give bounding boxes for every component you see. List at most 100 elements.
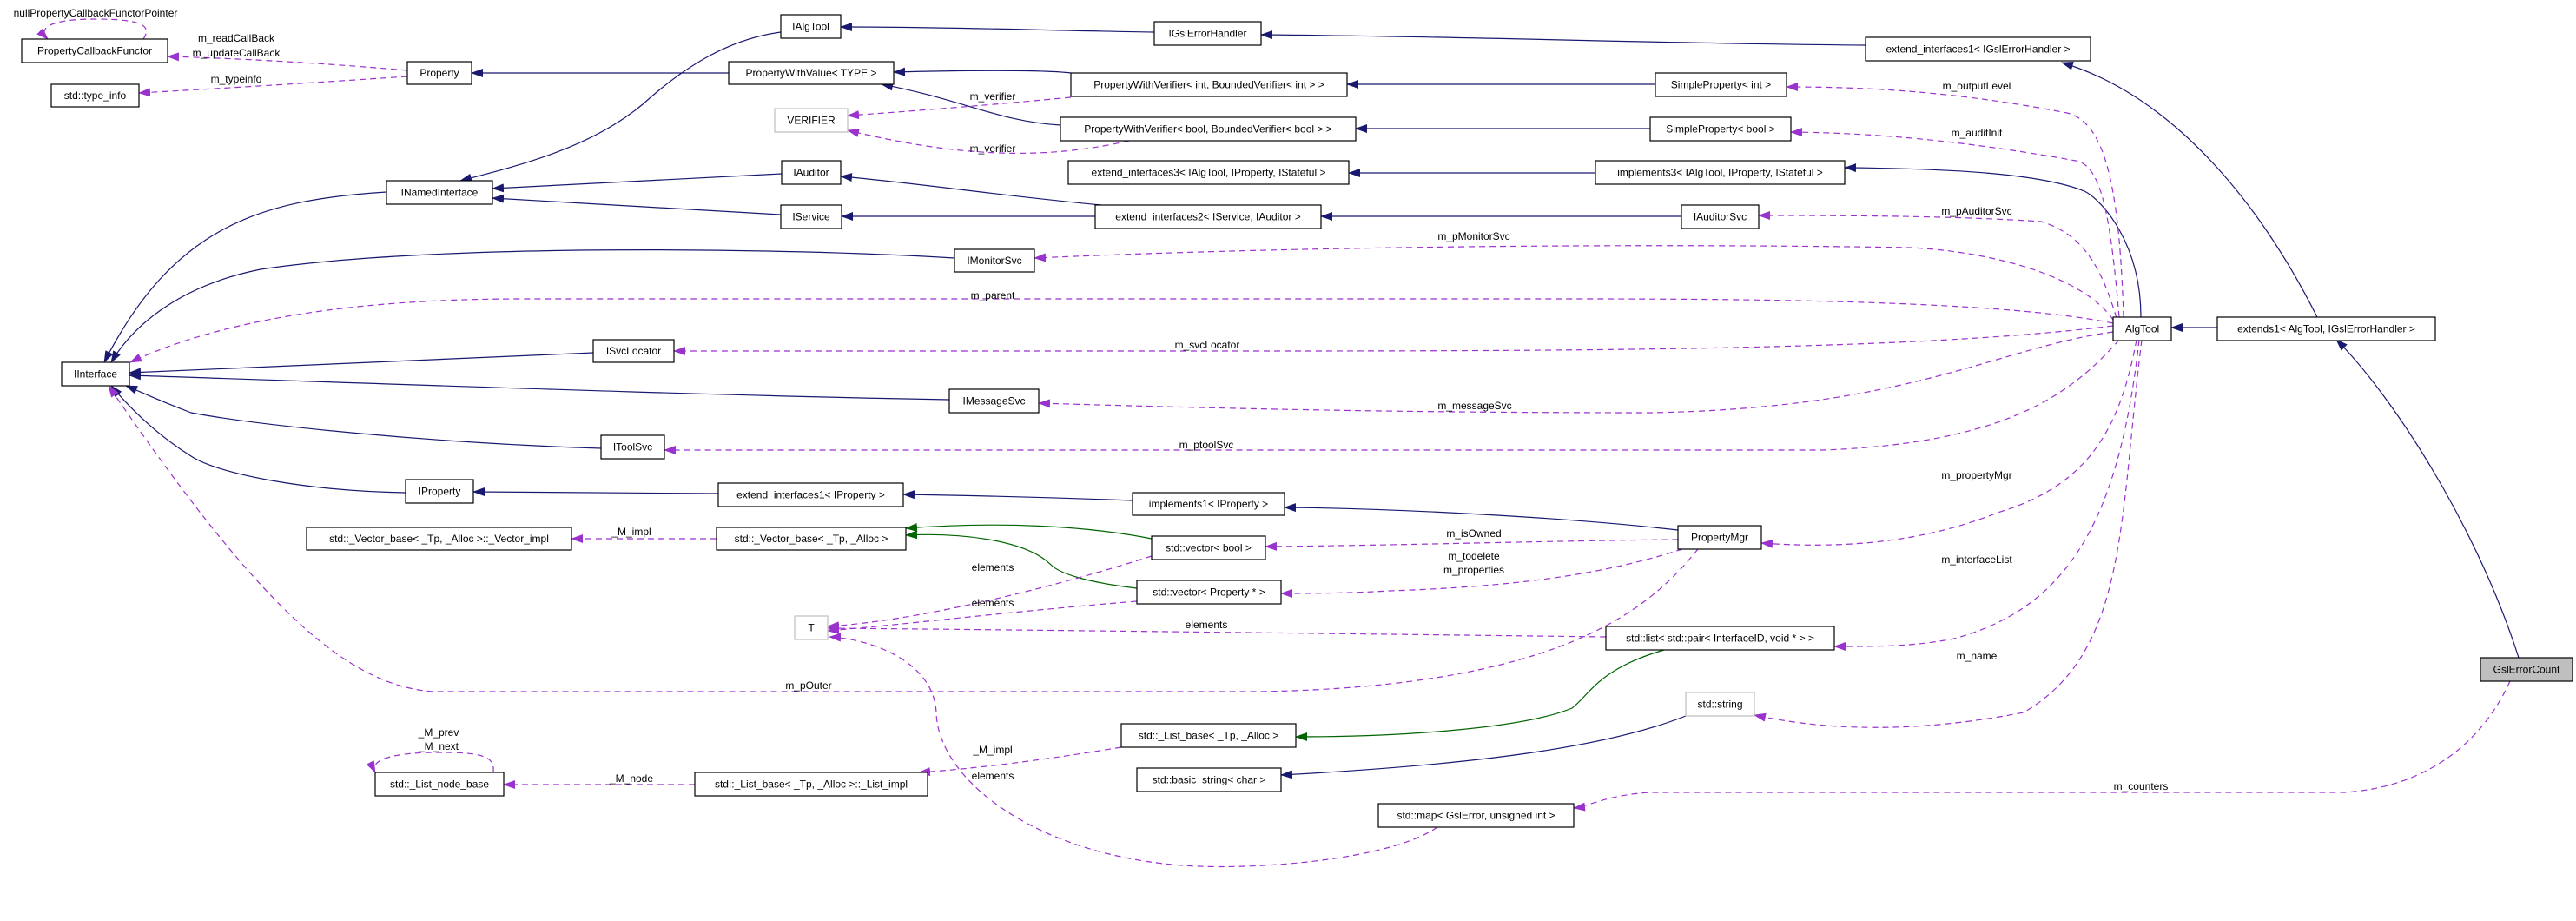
node-extends1[interactable]: extends1< AlgTool, IGslErrorHandler > [2216, 316, 2436, 341]
node-box [1681, 204, 1760, 229]
node-ext2[interactable]: extend_interfaces2< IService, IAuditor > [1094, 204, 1322, 229]
node-iauditor[interactable]: IAuditor [781, 160, 842, 185]
node-box [1377, 803, 1575, 828]
node-box [717, 482, 904, 507]
edge-label: m_parent [971, 289, 1015, 301]
node-label: IProperty [419, 486, 461, 498]
node-box [1060, 116, 1357, 142]
node-verifier[interactable]: VERIFIER [774, 108, 849, 133]
edge-label: m_interfaceList [1941, 553, 2012, 566]
node-label: GslErrorCount [2493, 664, 2560, 676]
node-itoolsvc[interactable]: IToolSvc [600, 434, 665, 460]
edge-template [1295, 649, 1665, 741]
node-list[interactable]: std::list< std::pair< InterfaceID, void … [1605, 626, 1835, 651]
node-propertycallbackfunctor[interactable]: PropertyCallbackFunctor [21, 38, 168, 63]
edge-label: _M_next [418, 740, 459, 752]
edge-label: m_propertyMgr [1941, 469, 2011, 481]
node-box [1067, 160, 1350, 185]
node-iservice[interactable]: IService [780, 204, 842, 229]
edge-usage [1280, 548, 1683, 598]
node-label: Property [419, 67, 459, 79]
node-label: extend_interfaces1< IGslErrorHandler > [1886, 43, 2070, 56]
edge-inheritance [492, 173, 783, 193]
edge-template [905, 530, 1138, 589]
node-listbase[interactable]: std::_List_base< _Tp, _Alloc > [1120, 723, 1297, 748]
node-algtool[interactable]: AlgTool [2112, 316, 2172, 341]
edge-inheritance [840, 173, 1102, 206]
node-vectorimpl[interactable]: std::_Vector_base< _Tp, _Alloc >::_Vecto… [306, 527, 572, 551]
node-pwv[interactable]: PropertyWithValue< TYPE > [728, 61, 895, 85]
node-property[interactable]: Property [406, 61, 472, 85]
node-box [780, 204, 842, 229]
node-pwvint[interactable]: PropertyWithVerifier< int, BoundedVerifi… [1070, 72, 1348, 97]
node-label: INamedInterface [401, 187, 479, 199]
node-iauditorsvc[interactable]: IAuditorSvc [1681, 204, 1760, 229]
node-string[interactable]: std::string [1685, 692, 1755, 717]
node-ext1iproperty[interactable]: extend_interfaces1< IProperty > [717, 482, 904, 507]
node-spbool[interactable]: SimpleProperty< bool > [1649, 116, 1792, 142]
node-label: PropertyWithValue< TYPE > [746, 67, 877, 79]
node-label: std::string [1697, 699, 1742, 711]
edge-inheritance [2335, 339, 2520, 659]
node-spint[interactable]: SimpleProperty< int > [1655, 72, 1787, 97]
node-box [374, 772, 505, 797]
edge-usage [1833, 339, 2140, 652]
nodes: GslErrorCount extends1< AlgTool, IGslErro… [21, 14, 2573, 828]
node-vecprop[interactable]: std::vector< Property * > [1136, 580, 1282, 605]
node-vectorbase[interactable]: std::_Vector_base< _Tp, _Alloc > [716, 527, 907, 551]
node-ext3[interactable]: extend_interfaces3< IAlgTool, IProperty,… [1067, 160, 1350, 185]
edge-label: m_counters [2114, 780, 2169, 792]
node-box [716, 527, 907, 551]
node-box [405, 479, 474, 504]
node-pwvbool[interactable]: PropertyWithVerifier< bool, BoundedVerif… [1060, 116, 1357, 142]
node-label: PropertyCallbackFunctor [37, 45, 152, 57]
node-box [1649, 116, 1792, 142]
node-isvclocator[interactable]: ISvcLocator [592, 339, 675, 363]
edge-usage [1790, 128, 2120, 318]
node-iproperty[interactable]: IProperty [405, 479, 474, 504]
node-box [600, 434, 665, 460]
edge-usage [1038, 331, 2114, 414]
node-box [1120, 723, 1297, 748]
node-inamedinterface[interactable]: INamedInterface [386, 180, 493, 205]
edge-label: m_updateCallBack [193, 47, 281, 59]
node-box [780, 14, 842, 39]
node-box [1136, 580, 1282, 605]
node-ext1igsl[interactable]: extend_interfaces1< IGslErrorHandler > [1865, 36, 2091, 62]
node-label: extend_interfaces2< IService, IAuditor > [1115, 211, 1300, 223]
node-map[interactable]: std::map< GslError, unsigned int > [1377, 803, 1575, 828]
edge-label: m_pOuter [785, 679, 831, 692]
node-propertymgr[interactable]: PropertyMgr [1677, 525, 1762, 550]
node-imonitorsvc[interactable]: IMonitorSvc [954, 248, 1035, 273]
node-impl3[interactable]: implements3< IAlgTool, IProperty, IState… [1595, 160, 1846, 185]
edge-inheritance [110, 249, 955, 363]
edge-usage [664, 339, 2120, 454]
edge-usage [1758, 211, 2117, 319]
node-listnodebase[interactable]: std::_List_node_base [374, 772, 505, 797]
node-impl1[interactable]: implements1< IProperty > [1132, 492, 1285, 516]
edge-inheritance [1284, 503, 1679, 531]
node-box [50, 83, 140, 108]
edge-usage [827, 624, 1607, 638]
node-box [1136, 767, 1282, 792]
node-box [1605, 626, 1835, 651]
node-igslerrorhandler[interactable]: IGslErrorHandler [1153, 21, 1262, 46]
node-label: ISvcLocator [606, 345, 661, 357]
node-basicstring[interactable]: std::basic_string< char > [1136, 767, 1282, 792]
node-box [1685, 692, 1755, 717]
node-iinterface[interactable]: IInterface [61, 361, 130, 387]
edge-inheritance [1844, 163, 2142, 318]
node-imessagesvc[interactable]: IMessageSvc [948, 388, 1040, 414]
node-ialgtool[interactable]: IAlgTool [780, 14, 842, 39]
node-listimpl[interactable]: std::_List_base< _Tp, _Alloc >::_List_im… [694, 772, 928, 797]
node-t[interactable]: T [794, 615, 829, 640]
edge-usage [138, 76, 408, 97]
node-label: std::map< GslError, unsigned int > [1397, 810, 1555, 822]
edge-label: m_messageSvc [1437, 400, 1511, 412]
edge-inheritance [125, 385, 602, 449]
node-type_info[interactable]: std::type_info [50, 83, 140, 108]
node-vecbool[interactable]: std::vector< bool > [1151, 535, 1266, 560]
node-gslerrorcount[interactable]: GslErrorCount [2480, 657, 2573, 682]
node-label: std::_List_node_base [390, 779, 489, 791]
